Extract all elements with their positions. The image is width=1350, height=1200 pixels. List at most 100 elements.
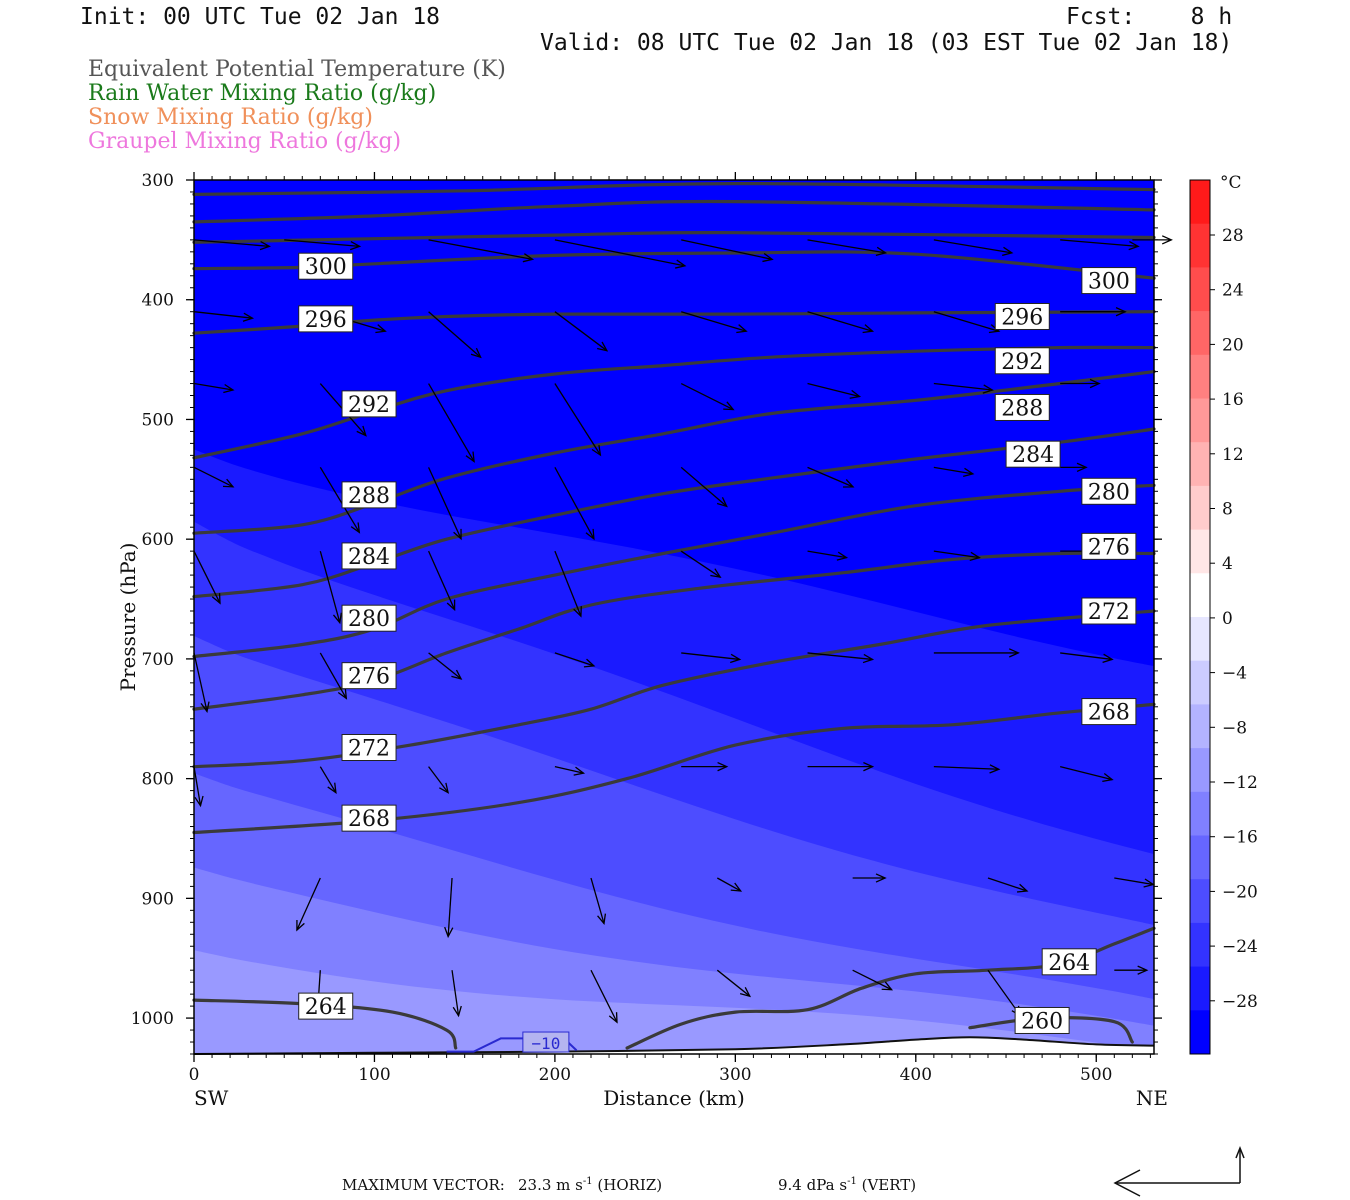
wind-vector-head [1115,307,1127,317]
theta-e-contour [192,370,1156,535]
theta-e-contour [192,345,1156,460]
wind-vector [554,766,584,774]
wind-vector-head [356,425,367,437]
wind-vector [319,652,347,699]
y-tick-label: 1000 [131,1009,174,1029]
wind-vector [680,466,728,507]
wind-vector-head [444,926,454,939]
wind-vector-head [739,987,752,998]
contour-label-box [298,305,354,333]
wind-vector [319,550,341,623]
wind-vector-head [585,528,595,541]
wind-vector-head [1002,246,1014,257]
wind-vector-head [717,761,729,772]
contour-label-box [1081,597,1137,625]
temperature-label-box [522,1031,570,1053]
wind-vector-head [453,528,462,541]
colorbar-swatch [1190,442,1210,487]
wind-vector [428,766,449,794]
colorbar-swatch [1190,879,1210,924]
theta-e-contour [192,231,1156,244]
theta-e-contour [192,427,1156,599]
colorbar-label: −8 [1222,718,1247,738]
wind-vector-head [982,384,994,394]
wind-vector [447,877,453,937]
contour-label-box [298,252,354,280]
temperature-label: −10 [531,1034,560,1053]
y-tick-label: 600 [142,530,174,550]
contour-label: 264 [305,995,347,1020]
wind-vector [987,877,1028,892]
wind-vector-head [608,1012,618,1024]
contour-label: 268 [1088,701,1130,726]
wind-vector-head [1089,378,1101,389]
wind-vector [296,877,321,931]
wind-vector [428,652,462,680]
wind-vector-head [1137,965,1149,975]
terrain-fill [194,1037,1154,1054]
y-tick-label: 500 [142,410,174,430]
wind-vector [319,766,337,793]
temperature-colorbar: °C 28 24 20 16 12 8 4 0 −4 −8 −12 −16 −20 −24 −28 [1189,173,1258,1055]
colorbar-frame [1189,179,1211,1055]
x-tick-label: 400 [900,1065,932,1085]
colorbar-swatch [1190,966,1210,1011]
contour-label: 296 [1001,305,1043,330]
colorbar-label: −24 [1222,937,1258,957]
contour-label-box [298,992,354,1020]
wind-vector-head [597,913,607,926]
wind-vector [554,239,686,267]
wind-vector [193,466,234,488]
wind-vector-head [1102,653,1114,663]
wind-vector-head [200,701,210,713]
theta-e-contour [192,998,458,1050]
wind-vector [807,652,873,661]
colorbar-swatch [1190,704,1210,749]
wind-vector [807,550,847,559]
contour-label-box [1081,477,1137,505]
wind-vector-head [439,782,450,794]
colorbar-swatch [1190,791,1210,836]
wind-vector-head [350,522,361,534]
wind-vector [933,466,973,475]
contour-label: 272 [1088,600,1130,625]
theta-e-contour [192,181,1156,196]
wind-vector-head [736,324,748,334]
colorbar-label: −28 [1222,992,1258,1012]
wind-vector [681,311,747,332]
contour-label: 292 [348,393,390,418]
wind-vector [428,239,533,261]
colorbar-label: −12 [1222,773,1258,793]
colorbar-swatch [1190,835,1210,880]
wind-vector [807,239,886,254]
contour-label: 300 [1088,270,1130,295]
x-tick-label: 100 [358,1065,390,1085]
contour-label-box [994,302,1050,330]
wind-vector-head [762,252,774,263]
wind-vector [680,382,734,411]
wind-vector-head [969,551,981,562]
wind-vector-head [1016,883,1029,893]
contour-label: 280 [348,607,390,632]
wind-vector [590,877,605,924]
colorbar-unit: °C [1220,173,1242,193]
colorbar-swatch [1190,1010,1210,1055]
contour-label-box [341,481,397,509]
wind-vector [193,652,208,712]
contour-label: 296 [305,308,347,333]
contour-label: 260 [1021,1009,1063,1034]
max-vector-vertical: 9.4 dPa s-1 (VERT) [778,1176,917,1194]
axes: 300 400 500 600 700 800 900 1000 0 100 200 300 400 50… [116,171,1168,1110]
wind-vector-head [710,568,722,579]
contour-label-box [341,662,397,690]
wind-vector [451,970,460,1016]
contour-label-box [1081,532,1137,560]
wind-vector [807,466,854,488]
wind-vector-head [862,653,875,664]
wind-vector [1060,652,1113,661]
colorbar-label: 4 [1222,554,1233,574]
valid-time: Valid: 08 UTC Tue 02 Jan 18 (03 EST Tue … [540,30,1233,56]
colorbar-swatch [1190,223,1210,268]
contour-label: 284 [1012,443,1054,468]
colorbar-label: −16 [1222,828,1258,848]
